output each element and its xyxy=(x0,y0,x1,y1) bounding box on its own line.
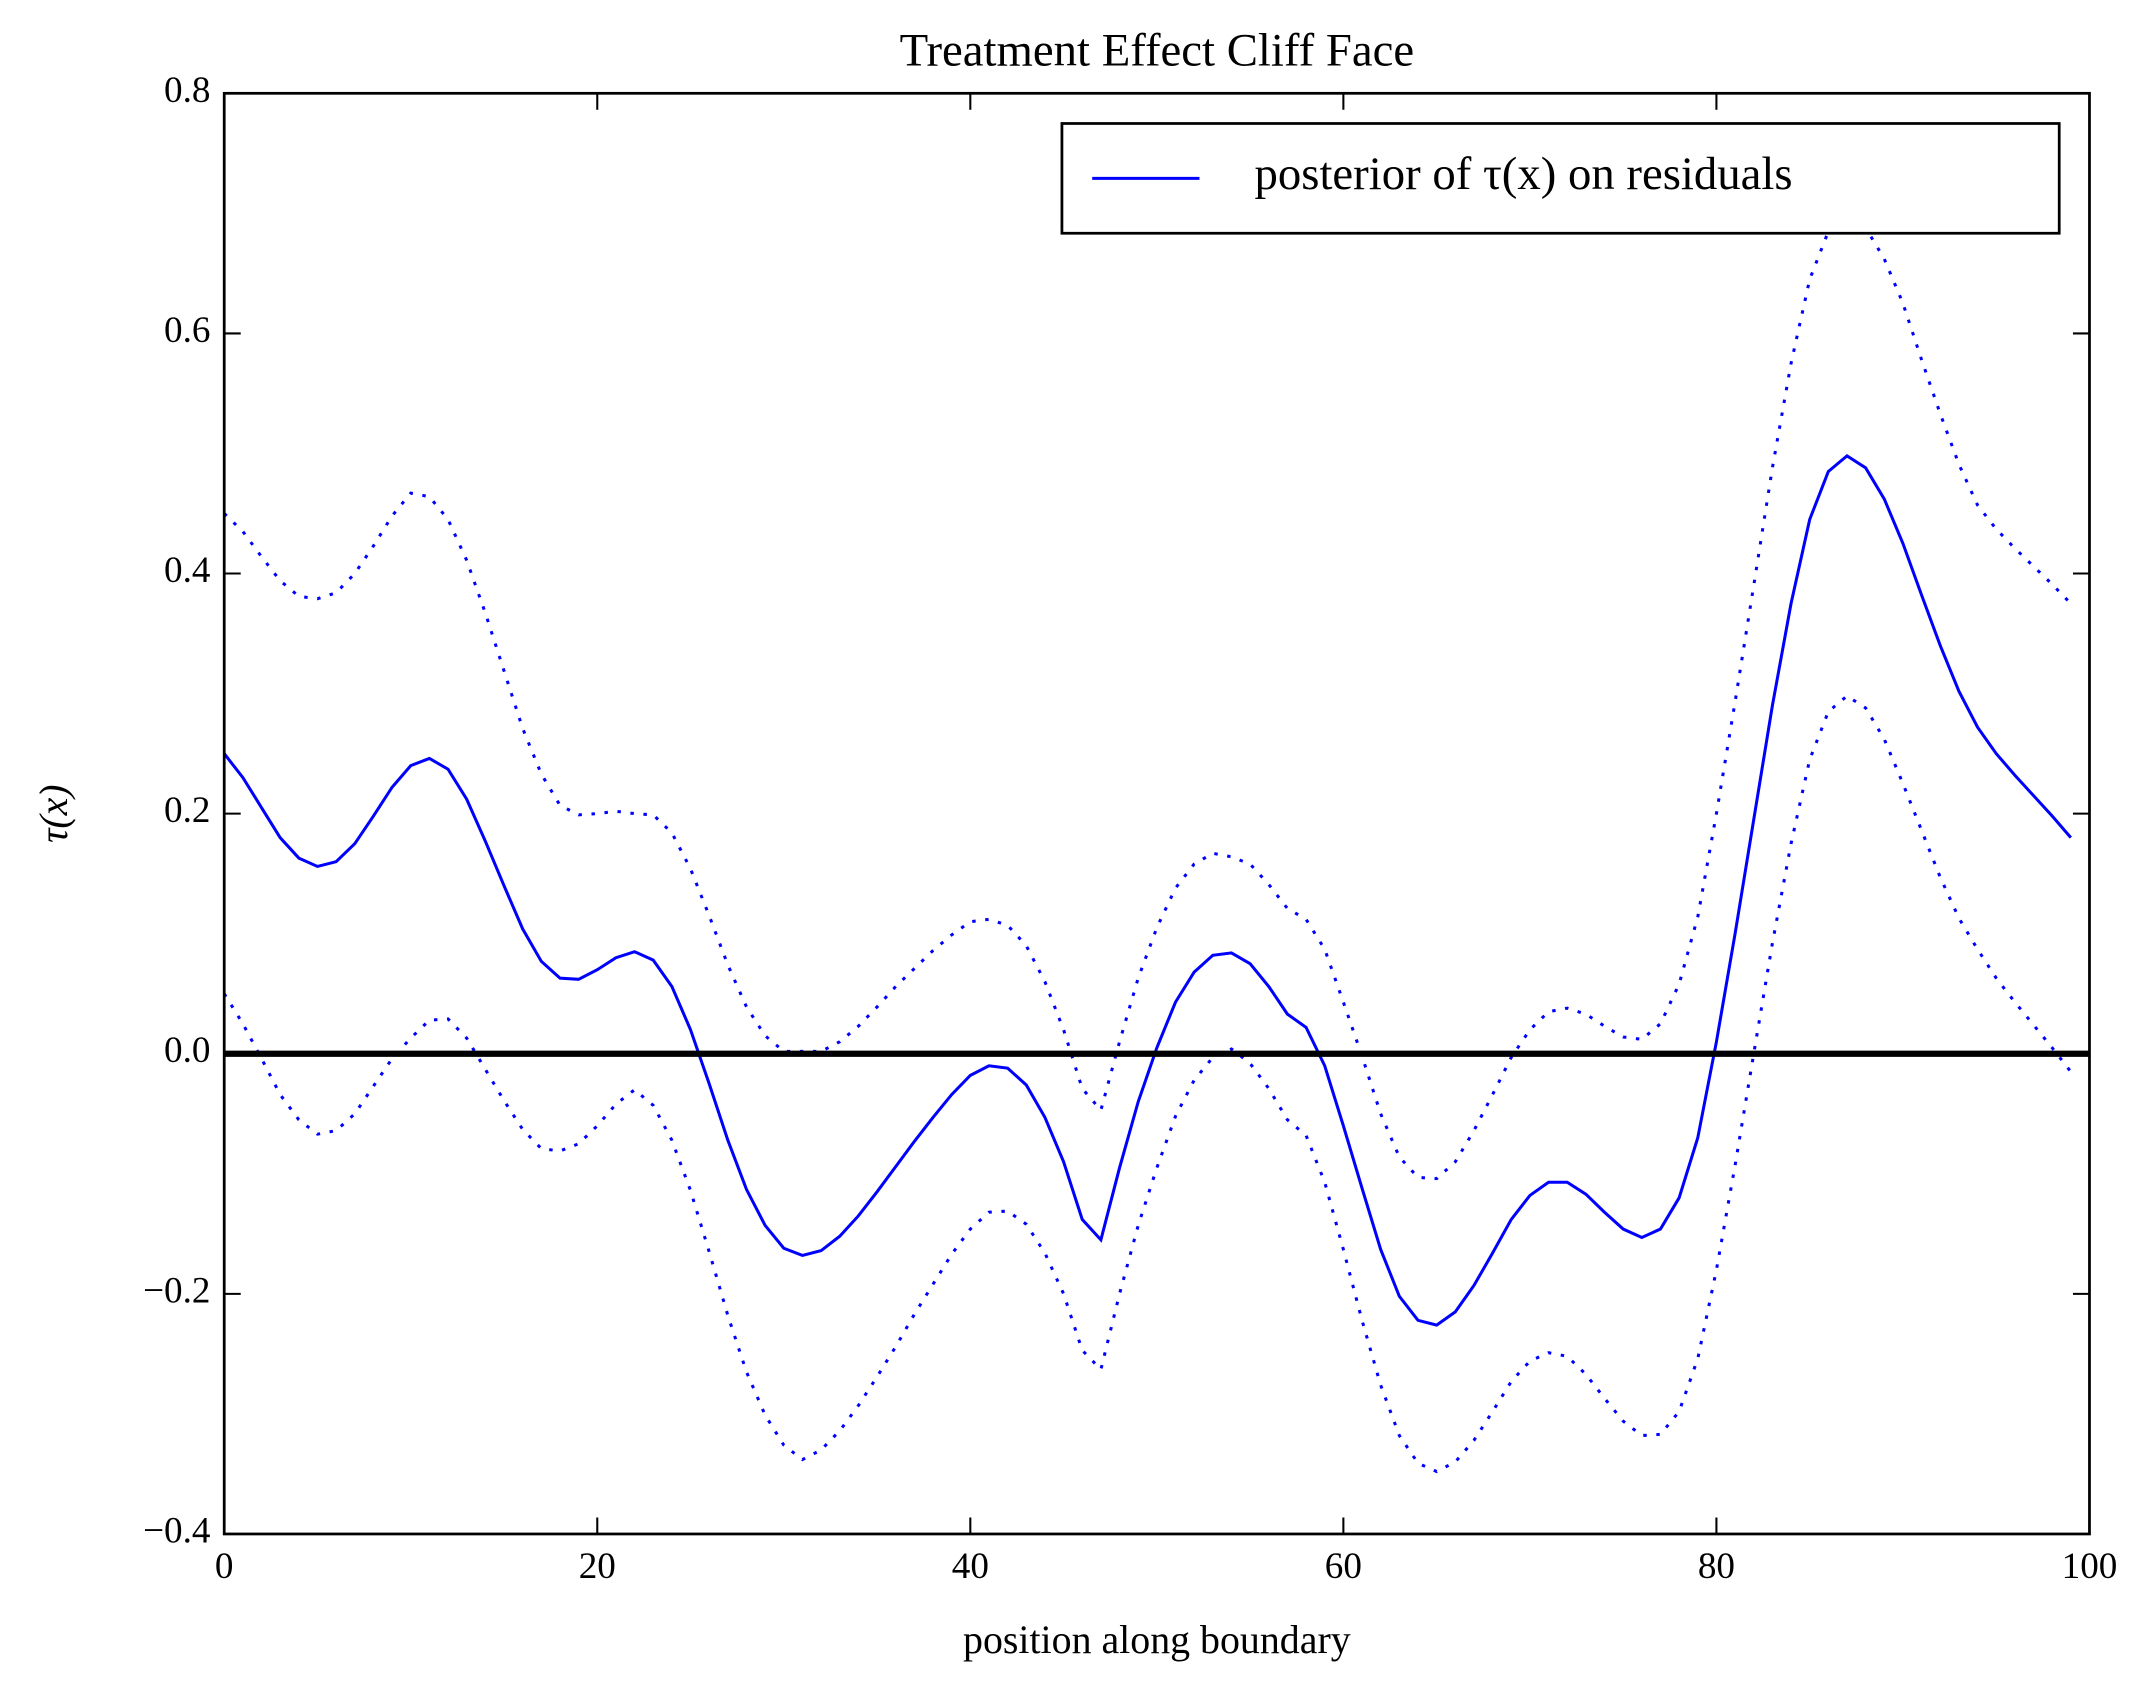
plot-frame xyxy=(222,91,2091,1536)
y-tick-label: 0.4 xyxy=(164,550,210,591)
chart-title: Treatment Effect Cliff Face xyxy=(900,25,1415,77)
y-axis-label: τ(x) xyxy=(31,784,76,842)
x-tick-label: 40 xyxy=(952,1546,989,1587)
x-tick-label: 20 xyxy=(579,1546,616,1587)
x-tick-label: 0 xyxy=(215,1546,234,1587)
y-tick-label: 0.6 xyxy=(164,310,210,351)
y-tick-label: 0.2 xyxy=(164,790,210,831)
x-tick-label: 100 xyxy=(2062,1546,2118,1587)
x-tick-label: 80 xyxy=(1698,1546,1735,1587)
legend-box xyxy=(1060,122,2061,235)
x-axis-label: position along boundary xyxy=(963,1617,1351,1662)
y-tick-label: 0.0 xyxy=(164,1030,210,1071)
x-tick-label: 60 xyxy=(1325,1546,1362,1587)
y-tick-label: −0.4 xyxy=(143,1511,210,1552)
mean-line xyxy=(224,453,2072,1327)
y-tick-label: −0.2 xyxy=(143,1270,210,1311)
legend-label: posterior of τ(x) on residuals xyxy=(1255,148,1793,200)
y-tick-label: 0.8 xyxy=(164,70,210,111)
